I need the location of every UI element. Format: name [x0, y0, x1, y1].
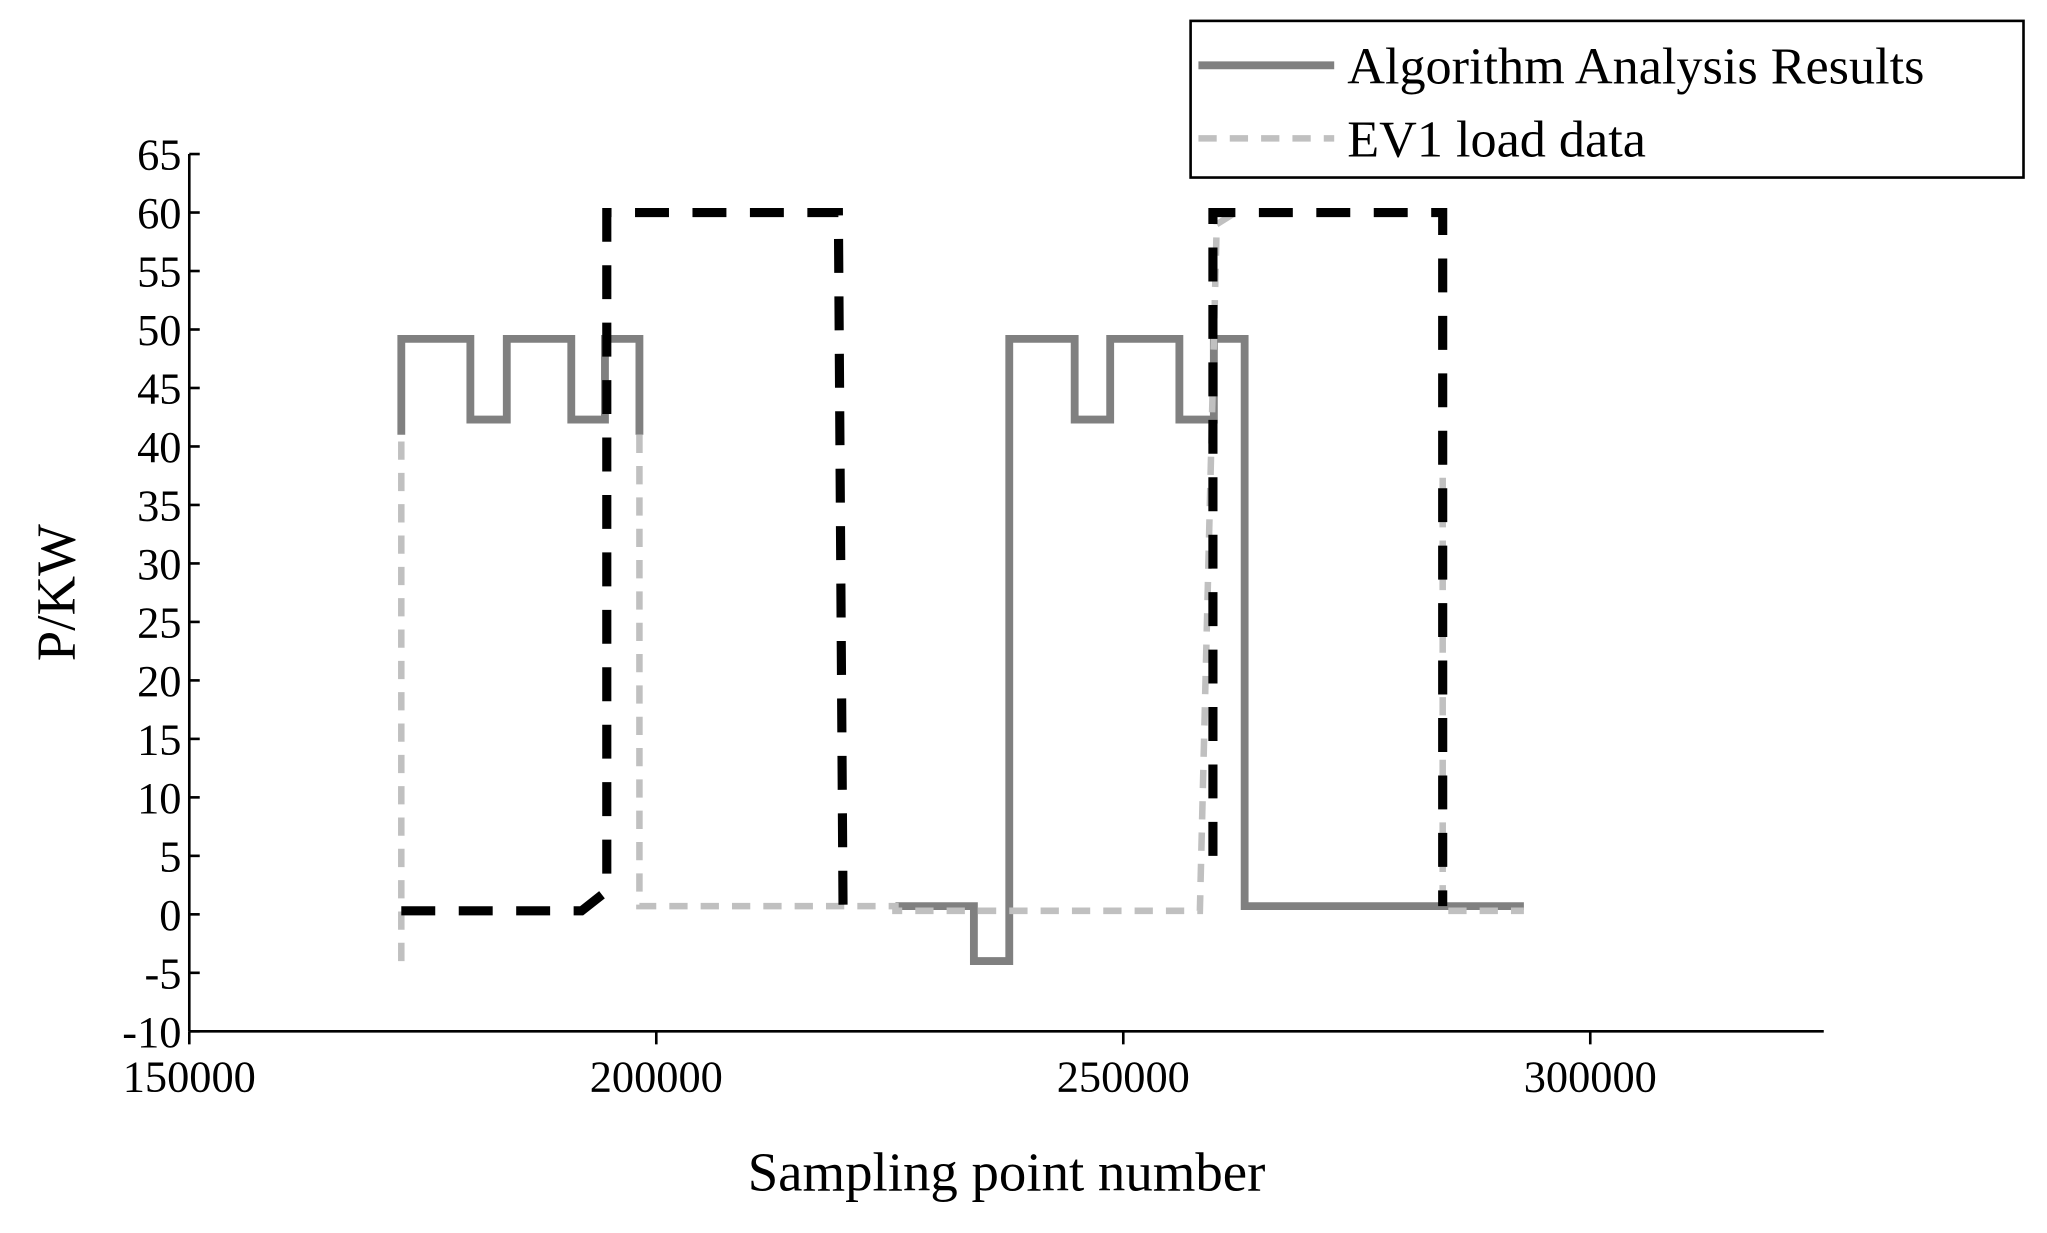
y-tick-label: 40 [137, 422, 181, 472]
y-tick-label: 45 [137, 364, 181, 414]
y-tick-label: 15 [137, 715, 181, 765]
y-tick-label: 35 [137, 481, 181, 531]
legend-label: Algorithm Analysis Results [1347, 38, 1924, 96]
legend-label: EV1 load data [1347, 111, 1646, 169]
x-tick-label: 150000 [123, 1051, 256, 1101]
series-line [397, 334, 1524, 965]
y-tick-label: 60 [137, 188, 181, 238]
y-tick-label: 65 [137, 130, 181, 180]
y-tick-label: 50 [137, 305, 181, 355]
y-tick-label: 10 [137, 773, 181, 823]
legend-box [1189, 19, 2025, 179]
y-axis-title: P/KW [25, 524, 86, 661]
series-line [401, 207, 1448, 916]
series-line [398, 209, 1524, 962]
y-tick-label: 30 [137, 539, 181, 589]
y-tick-label: 55 [137, 247, 181, 297]
x-tick-label: 300000 [1524, 1051, 1657, 1101]
x-axis-title: Sampling point number [748, 1142, 1266, 1203]
y-tick-label: 25 [137, 598, 181, 648]
x-tick-label: 250000 [1057, 1051, 1190, 1101]
y-tick-label: 20 [137, 656, 181, 706]
y-tick-label: 0 [159, 890, 181, 940]
x-tick-label: 200000 [590, 1051, 723, 1101]
y-tick-label: 5 [159, 832, 181, 882]
y-tick-label: -5 [144, 948, 181, 998]
y-tick-label: -10 [122, 1007, 181, 1057]
